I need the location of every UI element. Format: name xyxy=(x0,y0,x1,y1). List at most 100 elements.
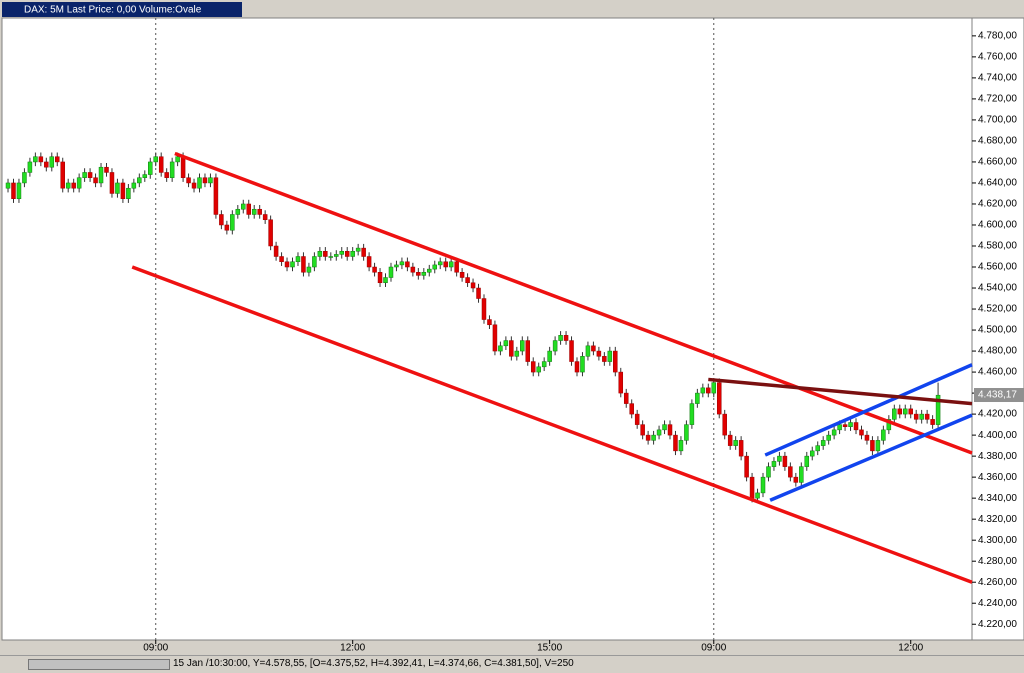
candle-body xyxy=(563,335,569,341)
candle-body xyxy=(208,177,213,184)
candle-body xyxy=(613,350,618,373)
candle-body xyxy=(104,166,109,173)
y-tick-label: 4.380,00 xyxy=(978,451,1017,462)
candle-body xyxy=(82,172,87,178)
candle-body xyxy=(738,440,744,457)
trendline xyxy=(764,363,973,457)
trendline xyxy=(131,265,973,584)
candle-body xyxy=(656,429,662,436)
candle-body xyxy=(339,251,344,255)
candle-body xyxy=(552,340,558,352)
candle-body xyxy=(640,424,645,436)
candle-body xyxy=(689,403,695,425)
x-tick-label: 15:00 xyxy=(537,643,562,654)
candle-body xyxy=(804,455,810,467)
y-tick-label: 4.220,00 xyxy=(978,619,1017,630)
candle-body xyxy=(678,440,684,452)
candle-body xyxy=(98,166,104,184)
x-tick-label: 09:00 xyxy=(143,643,168,654)
candle-body xyxy=(350,251,355,257)
x-tick-label: 12:00 xyxy=(340,643,365,654)
candle-body xyxy=(903,408,908,415)
y-tick-label: 4.360,00 xyxy=(978,472,1017,483)
candle-body xyxy=(498,345,503,352)
candle-body xyxy=(459,272,465,278)
candle-body xyxy=(913,413,919,420)
candle-body xyxy=(859,429,864,436)
candle-body xyxy=(175,156,180,163)
candle-body xyxy=(623,392,629,404)
candle-body xyxy=(11,182,16,199)
candle-body xyxy=(476,287,481,299)
trendline xyxy=(769,413,973,502)
status-text: 15 Jan /10:30:00, Y=4.578,55, [O=4.375,5… xyxy=(173,658,574,669)
candle-body xyxy=(520,340,525,352)
candle-body xyxy=(273,245,279,257)
candle-body xyxy=(202,177,208,184)
status-bar: 15 Jan /10:30:00, Y=4.578,55, [O=4.375,5… xyxy=(0,655,1024,673)
y-tick-label: 4.260,00 xyxy=(978,577,1017,588)
scrollbar xyxy=(28,659,170,670)
y-tick-label: 4.580,00 xyxy=(978,241,1017,252)
candle-body xyxy=(645,434,651,441)
candle-body xyxy=(394,264,399,268)
y-tick-label: 4.320,00 xyxy=(978,514,1017,525)
candle-body xyxy=(213,177,219,215)
candle-body xyxy=(706,387,711,394)
candle-body xyxy=(700,387,706,394)
candle-body xyxy=(246,203,251,215)
candle-body xyxy=(131,182,137,189)
y-tick-label: 4.780,00 xyxy=(978,31,1017,42)
y-tick-label: 4.720,00 xyxy=(978,94,1017,105)
candle-body xyxy=(361,247,366,257)
candle-body xyxy=(76,177,82,189)
candle-body xyxy=(509,340,514,357)
candle-body xyxy=(421,272,427,276)
candle-body xyxy=(284,261,290,268)
candle-body xyxy=(892,408,897,420)
candle-body xyxy=(71,182,76,189)
candle-body xyxy=(33,156,38,163)
candle-body xyxy=(410,266,416,273)
candle-body xyxy=(618,371,624,394)
candle-body xyxy=(27,161,33,173)
y-tick-label: 4.620,00 xyxy=(978,199,1017,210)
candle-body xyxy=(749,476,755,499)
candle-body xyxy=(334,254,339,257)
candle-body xyxy=(766,466,771,478)
candle-body xyxy=(38,156,44,163)
candle-body xyxy=(629,403,634,415)
candle-body xyxy=(328,256,334,258)
candle-body xyxy=(377,272,383,284)
candle-body xyxy=(760,476,766,494)
trendline xyxy=(174,151,973,455)
candle-body xyxy=(651,434,656,441)
candle-body xyxy=(492,324,498,352)
candle-body xyxy=(487,319,492,326)
candle-body xyxy=(268,219,273,247)
candle-body xyxy=(197,177,202,189)
candle-body xyxy=(290,261,295,268)
candle-body xyxy=(448,261,454,268)
candle-body xyxy=(164,172,169,178)
candle-body xyxy=(695,392,700,404)
candle-body xyxy=(820,440,826,446)
candle-body xyxy=(711,382,717,394)
y-tick-label: 4.660,00 xyxy=(978,157,1017,168)
candle-body xyxy=(437,261,443,266)
candle-body xyxy=(470,282,476,289)
candle-body xyxy=(771,461,777,467)
candle-body xyxy=(55,156,60,163)
candle-body xyxy=(312,256,317,268)
candle-body xyxy=(137,177,142,184)
y-tick-label: 4.420,00 xyxy=(978,409,1017,420)
candle-body xyxy=(465,277,470,284)
y-tick-label: 4.680,00 xyxy=(978,136,1017,147)
candle-body xyxy=(158,156,164,173)
candle-body xyxy=(558,335,563,341)
candle-body xyxy=(432,264,438,270)
y-tick-label: 4.640,00 xyxy=(978,178,1017,189)
candle-body xyxy=(727,434,733,446)
candle-body xyxy=(596,350,602,357)
